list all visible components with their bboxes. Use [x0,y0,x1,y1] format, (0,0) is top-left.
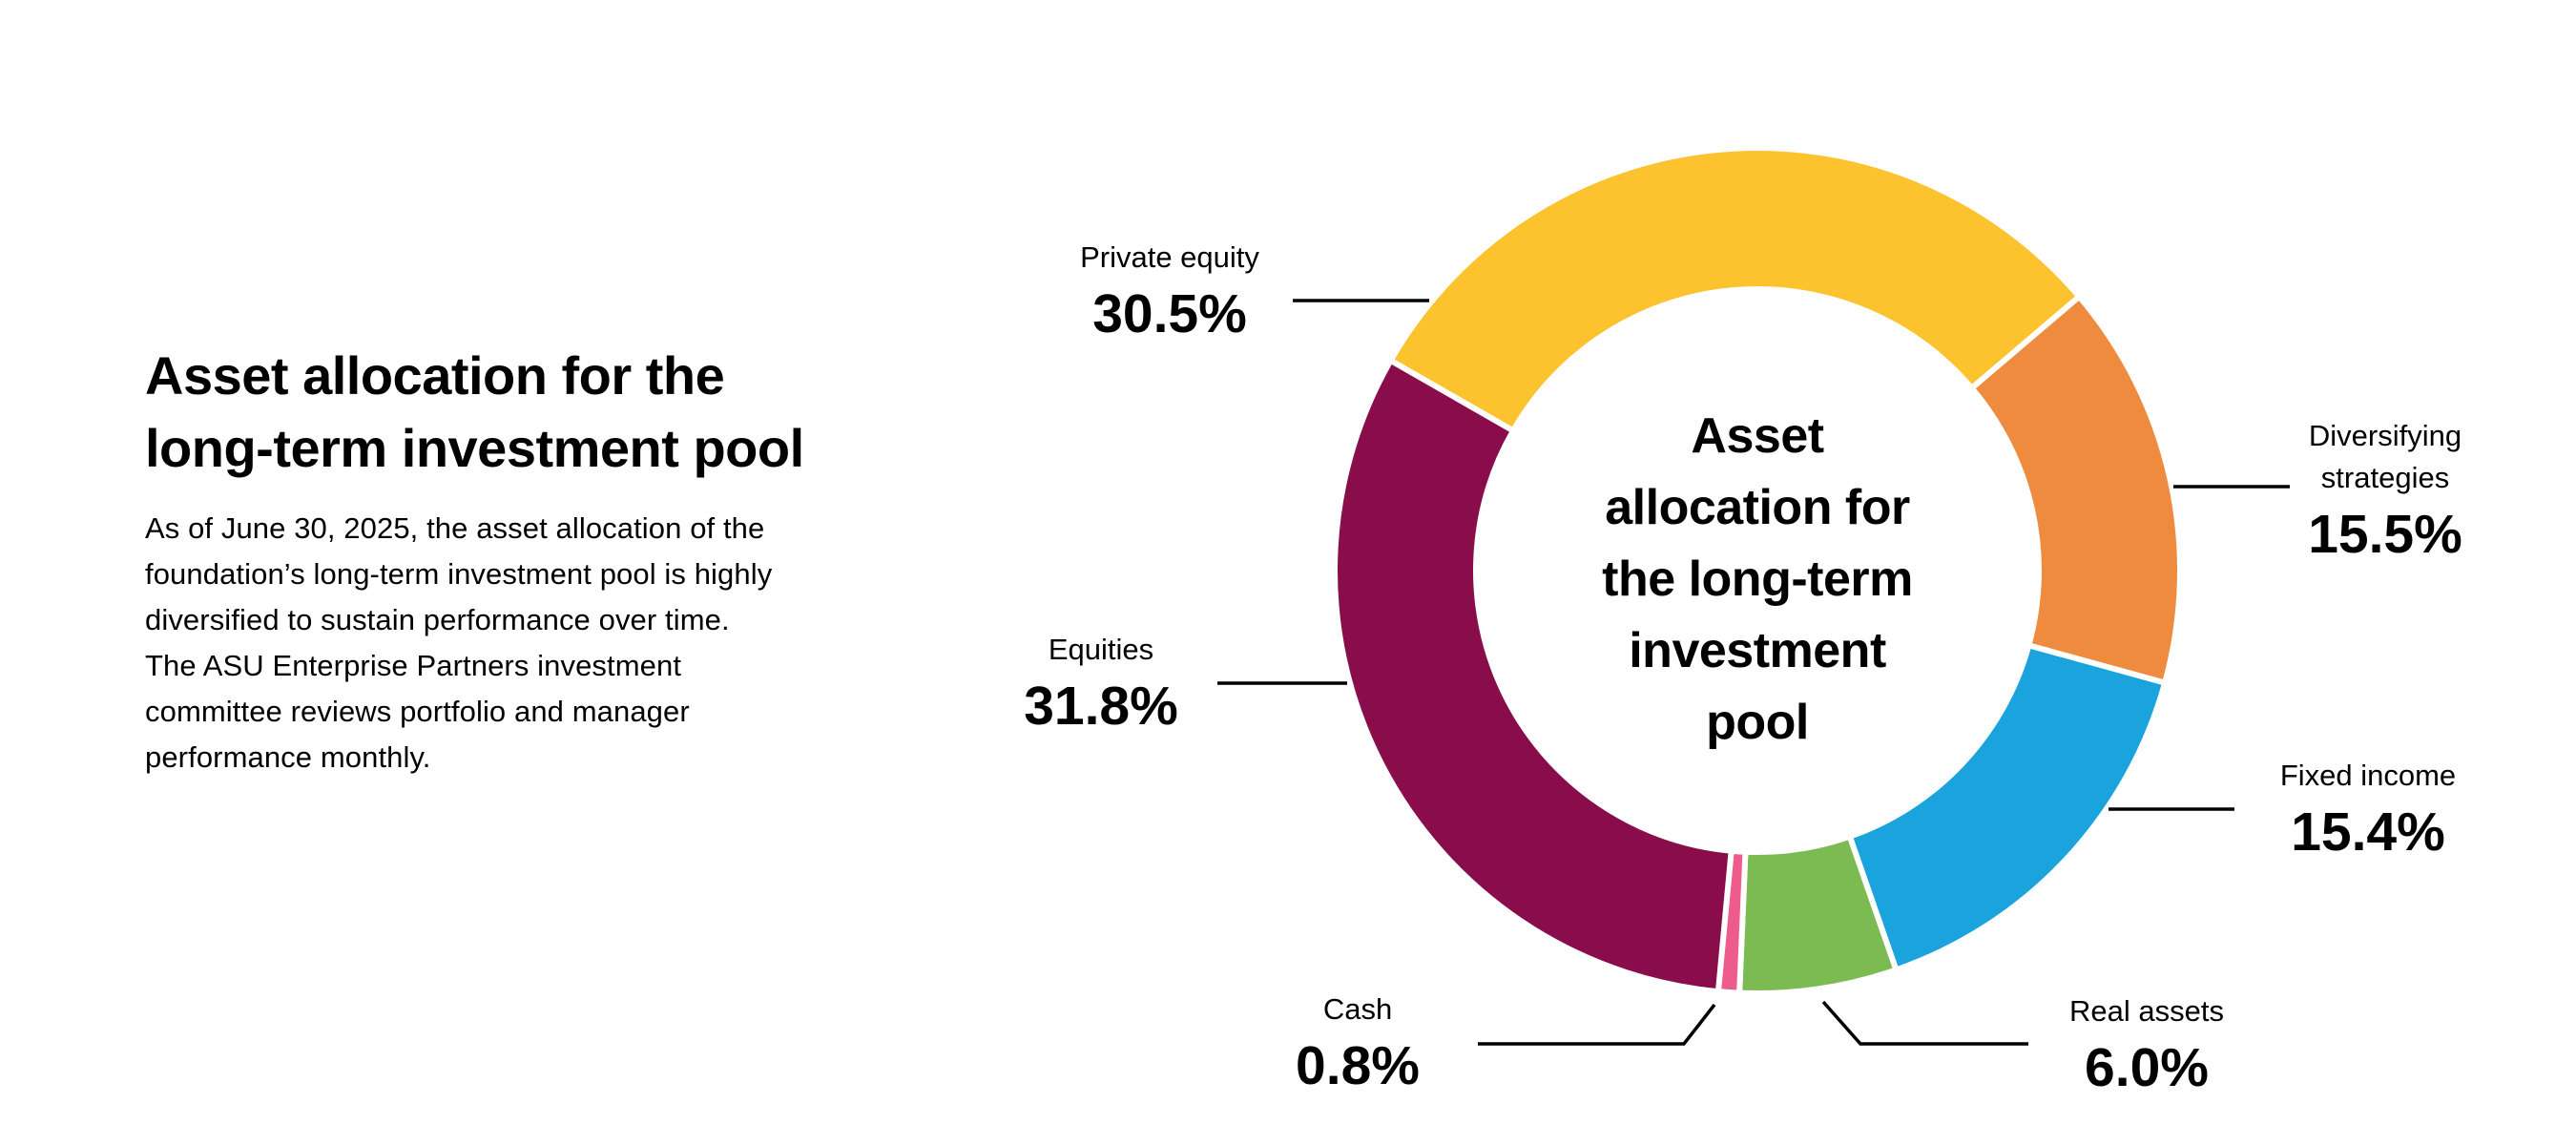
segment-label: Equities [1048,633,1154,666]
callout-equities: Equities 31.8% [910,629,1292,737]
donut-center-label-line: investment [1629,623,1886,678]
segment-value: 30.5% [1092,283,1247,344]
segment-label: Cash [1322,992,1393,1026]
segment-value: 15.4% [2291,802,2445,863]
donut-center-label: Asset allocation for the long-term investme… [1519,401,1996,759]
segment-label: Diversifying [2308,419,2462,452]
leader-line-cash [1478,1003,1716,1046]
leader-line-real-assets [1821,1000,2028,1046]
intro-paragraph-line: diversified to sustain performance over … [145,603,730,636]
callout-fixed-income: Fixed income 15.4% [2177,755,2559,863]
segment-label: Real assets [2069,994,2224,1028]
intro-text-block: Asset allocation for the long-term invest… [145,340,927,781]
donut-center-label-line: allocation for [1605,480,1910,535]
intro-paragraph-line: performance monthly. [145,740,431,774]
donut-center-label-line: the long-term [1602,552,1913,607]
intro-paragraph-line: foundation’s long-term investment pool i… [145,557,773,591]
callout-cash: Cash 0.8% [1167,989,1548,1096]
segment-label: Private equity [1080,240,1259,274]
intro-paragraph: As of June 30, 2025, the asset allocatio… [145,506,927,781]
intro-paragraph-line: As of June 30, 2025, the asset allocatio… [145,511,765,545]
page-title-line: long-term investment pool [145,418,804,478]
segment-label: strategies [2320,461,2450,494]
donut-segment-fixed-income [1846,641,2169,974]
intro-paragraph-line: The ASU Enterprise Partners investment [145,649,682,682]
intro-paragraph-line: committee reviews portfolio and manager [145,695,690,728]
segment-value: 31.8% [1024,676,1178,737]
segment-value: 6.0% [2085,1037,2209,1098]
callout-private-equity: Private equity 30.5% [979,237,1361,344]
callout-diversifying-strategies: Diversifying strategies 15.5% [2194,415,2576,565]
page-title-line: Asset allocation for the [145,345,725,406]
page-title: Asset allocation for the long-term invest… [145,340,927,485]
donut-center-label-line: pool [1706,695,1809,750]
callout-real-assets: Real assets 6.0% [1956,990,2337,1098]
donut-center-label-line: Asset [1691,408,1824,464]
segment-value: 0.8% [1296,1035,1420,1096]
segment-label: Fixed income [2279,759,2457,792]
segment-value: 15.5% [2308,504,2462,565]
donut-segment-equities [1332,356,1735,995]
donut-segment-private-equity [1386,145,2084,435]
